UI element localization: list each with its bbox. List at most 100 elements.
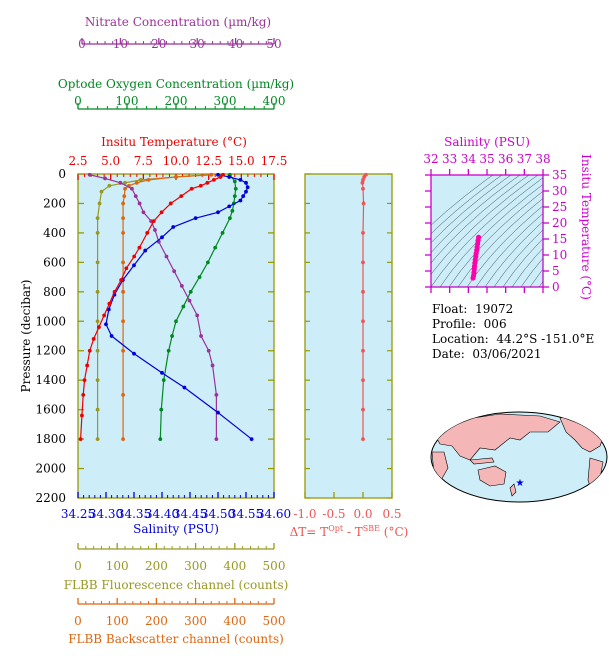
ts-temperature-tick-label: 35: [552, 168, 567, 182]
backscatter-point: [121, 289, 125, 294]
oxygen-tick-label: 400: [263, 94, 286, 108]
dt-label-end: (°C): [380, 525, 408, 539]
ts-temperature-tick-label: 10: [552, 248, 567, 262]
dt-point: [361, 319, 365, 324]
dt-point: [361, 186, 365, 191]
pressure-tick-label: 400: [43, 226, 66, 240]
salinity-point: [238, 198, 243, 203]
world-map: ★: [430, 411, 608, 503]
temperature-point: [119, 278, 124, 282]
backscatter-point: [121, 319, 125, 324]
salinity-point: [193, 216, 198, 221]
temperature-point: [179, 194, 184, 198]
temperature-point: [97, 325, 101, 330]
ts-isopycnal: [602, 165, 609, 287]
temperature-tick-label: 17.5: [261, 154, 288, 168]
temperature-tick-label: 7.5: [134, 154, 153, 168]
temperature-point: [87, 348, 92, 353]
oxygen-point: [174, 319, 178, 324]
ts-isopycnal: [466, 205, 543, 287]
backscatter-tick-label: 0: [74, 614, 82, 628]
nitrate-point: [187, 298, 192, 303]
oxygen-tick-label: 100: [116, 94, 139, 108]
ts-isopycnal: [431, 175, 539, 275]
nitrate-point: [214, 393, 219, 397]
info-location-value: 44.2°S -151.0°E: [496, 332, 595, 346]
salinity-tick-label: 34.55: [229, 507, 263, 521]
nitrate-point: [149, 219, 154, 224]
ts-salinity-axis-label: Salinity (PSU): [444, 135, 530, 149]
dt-axis-label: ΔT= TOpt - TSBE (°C): [290, 524, 409, 539]
oxygen-point: [213, 245, 218, 250]
ts-temperature-tick-label: 25: [552, 200, 567, 214]
salinity-axis: Salinity (PSU) 34.2534.3034.3534.4034.45…: [61, 492, 291, 536]
ts-point: [476, 234, 482, 240]
ts-temperature-tick-label: 30: [552, 184, 567, 198]
nitrate-tick-label: 50: [266, 37, 281, 51]
dt-point: [361, 260, 365, 265]
dt-point: [361, 201, 366, 206]
pressure-tick-label: 0: [58, 167, 66, 181]
backscatter-axis-label: FLBB Backscatter channel (counts): [68, 632, 284, 646]
salinity-tick-label: 34.35: [117, 507, 151, 521]
nitrate-series: [87, 172, 219, 441]
nitrate-point: [118, 180, 123, 185]
info-date-value: 03/06/2021: [472, 347, 542, 361]
ts-salinity-tick-label: 37: [517, 152, 532, 166]
nitrate-point: [199, 334, 203, 338]
backscatter-point: [209, 172, 214, 177]
backscatter-tick-label: 500: [263, 614, 286, 628]
info-float-value: 19072: [475, 302, 514, 316]
pressure-tick-label: 200: [43, 196, 66, 210]
pressure-tick-label: 800: [43, 285, 66, 299]
backscatter-point: [121, 231, 125, 235]
fluorescence-axis: FLBB Fluorescence channel (counts) 0 100 2…: [64, 543, 288, 592]
info-float: Float: 19072: [432, 302, 594, 317]
float-location-icon: ★: [516, 478, 525, 489]
salinity-point: [109, 334, 114, 338]
fluorescence-point: [95, 407, 100, 412]
backscatter-point: [146, 177, 151, 182]
ts-isopycnal: [538, 280, 543, 287]
info-profile-value: 006: [483, 317, 507, 331]
temperature-point: [159, 210, 164, 215]
map-america-south: [587, 457, 604, 493]
nitrate-point: [87, 172, 92, 177]
backscatter-point: [134, 180, 139, 185]
nitrate-tick-label: 30: [190, 37, 205, 51]
ts-isopycnal: [431, 177, 543, 287]
oxygen-tick-label: 300: [214, 94, 237, 108]
nitrate-axis: Nitrate Concentration (µm/kg) 0 10 20 30 40 5…: [78, 15, 281, 51]
nitrate-tick-label: 0: [78, 37, 86, 51]
ts-isopycnal: [431, 175, 530, 264]
salinity-point: [238, 177, 243, 182]
salinity-point: [132, 263, 136, 268]
fluorescence-tick-label: 500: [263, 559, 286, 573]
ts-isopycnal: [457, 198, 543, 287]
pressure-tick-label: 2200: [35, 491, 66, 505]
nitrate-axis-label: Nitrate Concentration (µm/kg): [85, 15, 271, 29]
dt-point: [362, 175, 367, 179]
ts-salinity-tick-label: 35: [479, 152, 494, 166]
nitrate-point: [141, 210, 146, 215]
salinity-point: [244, 180, 248, 185]
ts-isopycnal: [484, 221, 543, 287]
oxygen-point: [233, 186, 238, 191]
salinity-tick-label: 34.30: [89, 507, 123, 521]
map-asia: [431, 413, 561, 461]
nitrate-point: [179, 284, 184, 288]
salinity-point: [160, 235, 164, 240]
temperature-point: [112, 289, 117, 294]
nitrate-point: [137, 201, 142, 206]
ts-temperature-tick-label: 5: [552, 264, 560, 278]
temperature-point: [211, 177, 216, 182]
fluorescence-tick-label: 100: [106, 559, 129, 573]
dt-tick-label: 0.0: [353, 507, 372, 521]
temperature-tick-label: 2.5: [68, 154, 87, 168]
backscatter-point: [123, 186, 127, 191]
map-indonesia: [469, 457, 495, 465]
dt-point: [360, 180, 365, 185]
info-date: Date: 03/06/2021: [432, 347, 594, 362]
temperature-point: [218, 175, 223, 179]
